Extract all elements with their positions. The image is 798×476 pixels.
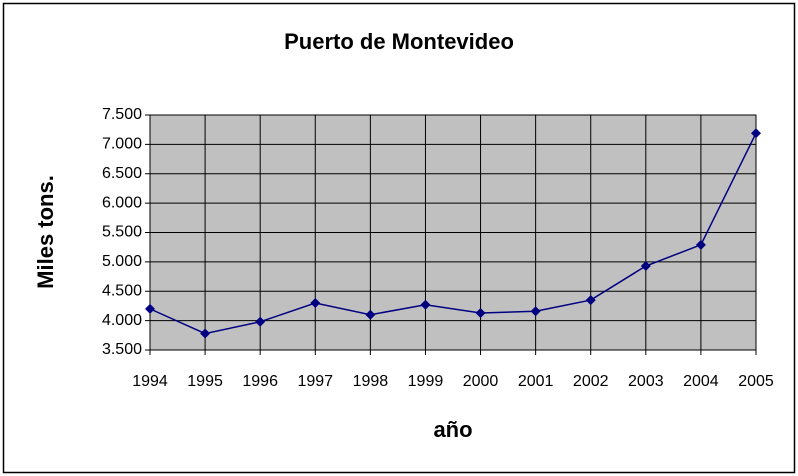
y-tick-label: 4.000 [102,312,142,329]
y-tick-label: 7.000 [102,136,142,153]
x-tick-label: 1995 [187,373,223,390]
data-point [420,299,431,310]
y-tick-label: 3.500 [102,341,142,358]
x-tick-label: 1994 [132,373,168,390]
x-tick-label: 1996 [242,373,278,390]
x-tick-label: 1997 [297,373,333,390]
x-tick-label: 1999 [408,373,444,390]
data-line [149,132,757,335]
y-tick-label: 6.500 [102,165,142,182]
data-point [695,239,706,250]
x-tick-label: 1998 [353,373,389,390]
data-point [475,307,486,318]
x-tick-label: 2000 [463,373,499,390]
y-tick-label: 6.000 [102,194,142,211]
x-tick-label: 2003 [628,373,664,390]
data-point [310,298,321,308]
x-axis-label: año [433,417,472,442]
x-tick-label: 2002 [573,373,609,390]
data-point [255,316,266,327]
y-axis-label: Miles tons. [33,175,58,289]
x-tick-label: 2001 [518,373,554,390]
x-tick-label: 2004 [683,373,719,390]
data-point [585,295,596,306]
data-point [365,309,376,320]
y-tick-label: 7.500 [102,106,142,123]
data-point [751,128,761,139]
y-tick-label: 5.500 [102,224,142,241]
y-tick-label: 4.500 [102,282,142,299]
data-point [145,303,155,314]
x-tick-label: 2005 [738,373,774,390]
data-point [200,328,211,339]
y-tick-label: 5.000 [102,253,142,270]
chart-title: Puerto de Montevideo [284,29,514,54]
data-point [530,306,541,317]
data-point [640,260,651,271]
